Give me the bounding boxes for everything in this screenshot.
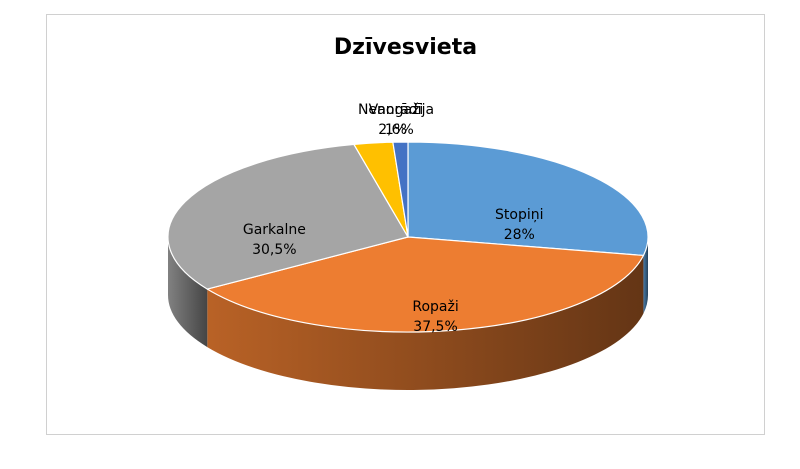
slice-value-stopiņi: 28% [504, 227, 535, 243]
slice-label-stopiņi: Stopiņi [495, 207, 543, 223]
slice-label-vangaži: Vangaži [369, 102, 424, 118]
slice-label-nenorādīja: Nenorādīja [358, 102, 434, 118]
slice-label-garkalne: Garkalne [243, 222, 306, 238]
slice-label-ropaži: Ropaži [412, 299, 458, 315]
slice-value-ropaži: 37,5% [413, 319, 457, 335]
slice-side-stopiņi [643, 237, 648, 314]
slice-nenorādīja [392, 141, 409, 238]
slice-value-vangaži: 2,6% [378, 122, 414, 138]
slice-value-nenorādīja: 1% [385, 122, 407, 138]
slice-stopiņi [407, 141, 649, 257]
slice-ropaži [206, 236, 645, 333]
slice-side-ropaži [207, 255, 644, 391]
slice-garkalne [167, 143, 409, 290]
chart-title: Dzīvesvieta [333, 35, 478, 60]
slice-value-garkalne: 30,5% [252, 242, 296, 258]
